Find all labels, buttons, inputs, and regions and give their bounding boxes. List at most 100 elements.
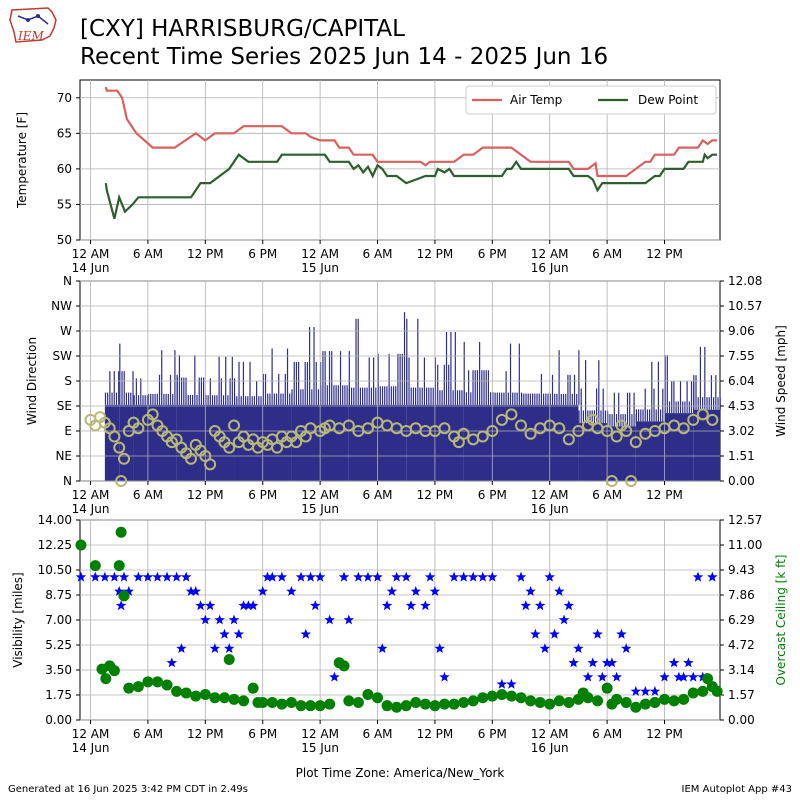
wind-speed-bar: [311, 389, 313, 405]
wind-speed-bar: [392, 386, 395, 405]
wind-speed-bar: [348, 387, 351, 405]
visibility-marker: [228, 614, 240, 625]
wind-speed-bar: [146, 395, 148, 405]
visibility-marker: [75, 571, 87, 582]
wind-speed-bar: [492, 392, 494, 405]
wind-speed-bar: [611, 414, 613, 427]
visibility-marker: [573, 643, 584, 653]
x-tick-label: 6 AM: [363, 488, 393, 502]
ceiling-marker: [400, 700, 412, 712]
wind-speed-bar: [644, 388, 646, 422]
generated-footer: Generated at 16 Jun 2025 3:42 PM CDT in …: [8, 784, 249, 795]
visibility-marker: [468, 571, 479, 582]
ceiling-marker: [620, 696, 632, 708]
wind-speed-bar: [121, 371, 123, 405]
wind-speed-bar: [196, 394, 198, 405]
wind-direction-marker: [696, 408, 709, 421]
wind-speed-bar: [320, 404, 349, 481]
visibility-marker: [314, 571, 326, 582]
visibility-marker: [343, 614, 354, 625]
x-tick-date-label: 15 Jun: [301, 261, 339, 275]
x-tick-label: 6 AM: [592, 488, 622, 502]
y-right-tick-label: 3.14: [728, 663, 755, 677]
wind-speed-bar: [399, 353, 401, 405]
wind-speed-bar: [715, 375, 717, 410]
visibility-marker: [338, 571, 350, 582]
ceiling-marker: [505, 690, 517, 702]
x-tick-date-label: 16 Jun: [531, 261, 569, 275]
y-axis-label: Temperature [F]: [15, 112, 29, 209]
wind-speed-bar: [152, 393, 154, 405]
wind-speed-bar: [348, 351, 350, 405]
wind-speed-bar: [342, 385, 344, 405]
x-tick-label: 12 AM: [301, 247, 339, 261]
wind-speed-bar: [377, 353, 379, 405]
wind-speed-bar: [220, 378, 222, 405]
visibility-marker: [171, 571, 182, 582]
wind-speed-bar: [214, 395, 216, 405]
wind-speed-bar: [364, 387, 366, 405]
wind-speed-bar: [556, 393, 558, 405]
wind-speed-bar: [379, 386, 381, 405]
visibility-marker: [214, 614, 225, 625]
wind-speed-bar: [251, 396, 253, 405]
wind-speed-bar: [494, 392, 496, 405]
visibility-marker: [688, 671, 699, 682]
wind-speed-bar: [593, 410, 596, 424]
wind-speed-bar: [236, 396, 238, 405]
wind-speed-bar: [560, 393, 562, 405]
y-axis-label: Wind Direction: [25, 337, 39, 425]
visibility-marker: [707, 571, 718, 582]
visibility-marker: [611, 671, 622, 682]
visibility-marker: [324, 614, 335, 625]
y-right-axis-label: Overcast Ceiling [k ft]: [774, 555, 788, 686]
wind-speed-bar: [434, 404, 464, 481]
wind-speed-bar: [717, 397, 719, 410]
visibility-marker: [549, 628, 560, 639]
visibility-marker: [630, 685, 641, 696]
wind-direction-marker: [361, 422, 374, 435]
wind-speed-bar: [430, 387, 432, 405]
visibility-marker: [247, 600, 259, 611]
wind-direction-marker: [562, 433, 575, 446]
visibility-marker: [243, 600, 254, 611]
x-tick-date-label: 15 Jun: [301, 741, 339, 755]
wind-speed-bar: [618, 392, 620, 427]
y-tick-label: NW: [51, 299, 72, 313]
ceiling-marker: [295, 700, 307, 712]
wind-speed-bar: [483, 370, 485, 405]
wind-speed-bar: [130, 392, 132, 405]
wind-speed-bar: [133, 395, 135, 405]
wind-speed-bar: [291, 389, 293, 405]
wind-speed-bar: [498, 392, 501, 405]
visibility-marker: [530, 628, 541, 639]
ceiling-marker: [496, 689, 508, 701]
wind-speed-bar: [668, 401, 671, 414]
wind-speed-bar: [664, 355, 666, 414]
iem-logo: IEM: [8, 6, 62, 50]
wind-speed-bar: [109, 371, 111, 405]
x-tick-date-label: 14 Jun: [72, 502, 110, 516]
ceiling-marker: [649, 696, 661, 708]
ceiling-marker: [247, 682, 259, 694]
visibility-marker: [133, 571, 144, 582]
visibility-marker: [305, 571, 316, 582]
ceiling-marker: [630, 701, 642, 713]
wind-speed-bar: [660, 409, 662, 422]
ceiling-marker: [352, 696, 364, 708]
y-right-tick-label: 9.06: [728, 324, 755, 338]
x-tick-label: 12 PM: [646, 488, 683, 502]
wind-direction-marker: [605, 475, 618, 487]
wind-speed-bar: [505, 371, 507, 405]
wind-speed-bar: [320, 362, 322, 405]
visibility-marker: [515, 571, 527, 582]
wind-speed-bar: [118, 371, 120, 405]
wind-speed-bar: [651, 361, 653, 422]
visibility-marker: [439, 671, 450, 682]
wind-speed-bar: [485, 370, 487, 405]
wind-direction-marker: [625, 475, 638, 487]
wind-speed-bar: [432, 387, 434, 405]
wind-speed-bar: [331, 351, 333, 405]
wind-speed-bar: [205, 395, 207, 405]
